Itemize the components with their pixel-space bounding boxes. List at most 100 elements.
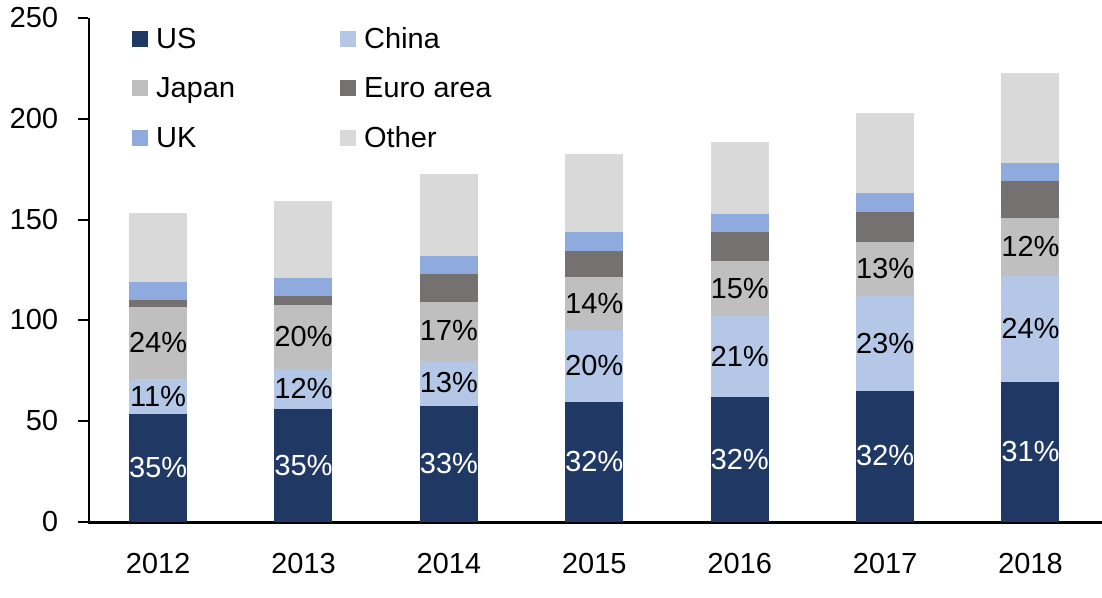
y-tick-label: 50 <box>25 405 58 438</box>
legend-label-china: China <box>364 22 440 55</box>
bar-segment-euro-area-2015 <box>565 250 624 278</box>
legend-item-uk: UK <box>132 123 340 153</box>
bar-segment-us-2014 <box>419 406 478 522</box>
y-axis-line <box>88 18 90 524</box>
bar-label-japan-2014: 17% <box>419 315 478 348</box>
bar-segment-uk-2015 <box>565 231 624 251</box>
x-label-2015: 2015 <box>561 548 627 580</box>
y-tick <box>78 319 88 322</box>
bar-segment-euro-area-2016 <box>710 231 769 261</box>
y-tick <box>78 117 88 120</box>
legend-label-other: Other <box>364 121 437 154</box>
bar-segment-other-2016 <box>710 141 769 214</box>
bar-label-japan-2015: 14% <box>565 287 624 320</box>
legend-label-euro-area: Euro area <box>364 72 492 105</box>
x-label-2013: 2013 <box>271 548 336 580</box>
legend-swatch-other <box>340 129 356 146</box>
bar-segment-japan-2015 <box>565 277 624 331</box>
bar-segment-us-2015 <box>565 402 624 522</box>
y-tick-label: 100 <box>9 304 58 337</box>
bar-segment-uk-2018 <box>1001 163 1060 182</box>
bar-label-china-2014: 13% <box>419 367 478 400</box>
bar-label-us-2012: 35% <box>128 452 188 485</box>
bar-label-us-2013: 35% <box>274 449 333 482</box>
bar-label-japan-2013: 20% <box>274 321 333 354</box>
bar-segment-japan-2012 <box>129 307 187 379</box>
y-tick <box>78 218 88 221</box>
bar-segment-us-2012 <box>129 414 187 522</box>
bar-segment-euro-area-2018 <box>1001 181 1060 218</box>
bar-segment-uk-2012 <box>129 282 187 301</box>
bar-segment-china-2017 <box>856 296 914 391</box>
bar-label-us-2015: 32% <box>565 446 624 479</box>
bar-segment-us-2016 <box>710 397 769 522</box>
bar-segment-other-2013 <box>274 201 333 279</box>
bar-segment-uk-2013 <box>274 278 333 297</box>
bar-label-us-2016: 32% <box>710 443 769 476</box>
y-tick <box>78 17 88 19</box>
bar-segment-china-2012 <box>129 378 187 415</box>
bar-segment-china-2015 <box>565 330 624 403</box>
legend-swatch-us <box>132 30 148 47</box>
bar-label-japan-2016: 15% <box>710 272 769 305</box>
legend-swatch-uk <box>132 129 148 146</box>
legend-item-other: Other <box>340 123 491 153</box>
bar-segment-euro-area-2012 <box>129 300 187 308</box>
bar-label-china-2013: 12% <box>274 372 333 405</box>
bar-segment-china-2013 <box>274 368 333 410</box>
bar-segment-other-2015 <box>565 154 624 232</box>
y-tick-label: 200 <box>9 102 58 135</box>
y-tick-label: 250 <box>9 2 58 34</box>
legend-item-euro-area: Euro area <box>340 73 491 103</box>
x-label-2017: 2017 <box>852 548 918 580</box>
legend-label-us: US <box>156 22 197 55</box>
bar-label-china-2016: 21% <box>710 340 769 373</box>
bar-segment-japan-2018 <box>1001 217 1060 277</box>
bar-segment-other-2014 <box>419 174 478 256</box>
bar-label-japan-2018: 12% <box>1001 230 1060 263</box>
bar-segment-uk-2014 <box>419 255 478 275</box>
bar-segment-china-2018 <box>1001 276 1060 382</box>
bar-segment-other-2012 <box>129 212 187 283</box>
y-tick <box>78 420 88 423</box>
bar-label-japan-2012: 24% <box>128 327 188 360</box>
legend-label-uk: UK <box>156 121 197 154</box>
bar-segment-other-2018 <box>1001 73 1060 164</box>
bar-segment-china-2014 <box>419 360 478 407</box>
legend-label-japan: Japan <box>156 72 236 105</box>
x-label-2012: 2012 <box>125 548 191 580</box>
legend-item-us: US <box>132 24 340 54</box>
x-label-2014: 2014 <box>416 548 482 580</box>
x-axis-line <box>88 521 1102 524</box>
bar-label-us-2014: 33% <box>419 448 478 481</box>
y-tick-label: 150 <box>9 203 58 236</box>
bar-segment-euro-area-2013 <box>274 296 333 306</box>
bar-segment-euro-area-2017 <box>856 211 914 242</box>
bar-segment-us-2017 <box>856 390 914 522</box>
legend-item-japan: Japan <box>132 73 340 103</box>
bar-segment-euro-area-2014 <box>419 274 478 303</box>
bar-segment-japan-2014 <box>419 302 478 361</box>
bar-label-china-2017: 23% <box>855 327 915 360</box>
legend-swatch-japan <box>132 80 148 97</box>
legend-swatch-china <box>340 30 356 47</box>
bar-segment-japan-2016 <box>710 260 769 317</box>
bar-label-china-2018: 24% <box>1001 312 1060 345</box>
bar-segment-japan-2017 <box>856 241 914 297</box>
x-label-2016: 2016 <box>707 548 772 580</box>
bar-label-us-2017: 32% <box>855 440 915 473</box>
bar-segment-china-2016 <box>710 316 769 397</box>
bar-label-china-2015: 20% <box>565 350 624 383</box>
bar-segment-us-2013 <box>274 409 333 522</box>
bar-label-japan-2017: 13% <box>855 252 915 285</box>
bar-segment-us-2018 <box>1001 381 1060 522</box>
legend-swatch-euro-area <box>340 80 356 97</box>
bar-segment-other-2017 <box>856 112 914 194</box>
bar-segment-uk-2017 <box>856 193 914 212</box>
x-label-2018: 2018 <box>998 548 1063 580</box>
bar-segment-uk-2016 <box>710 213 769 232</box>
y-tick-label: 0 <box>41 506 58 538</box>
bar-label-us-2018: 31% <box>1001 435 1060 468</box>
bar-label-china-2012: 11% <box>130 380 186 413</box>
